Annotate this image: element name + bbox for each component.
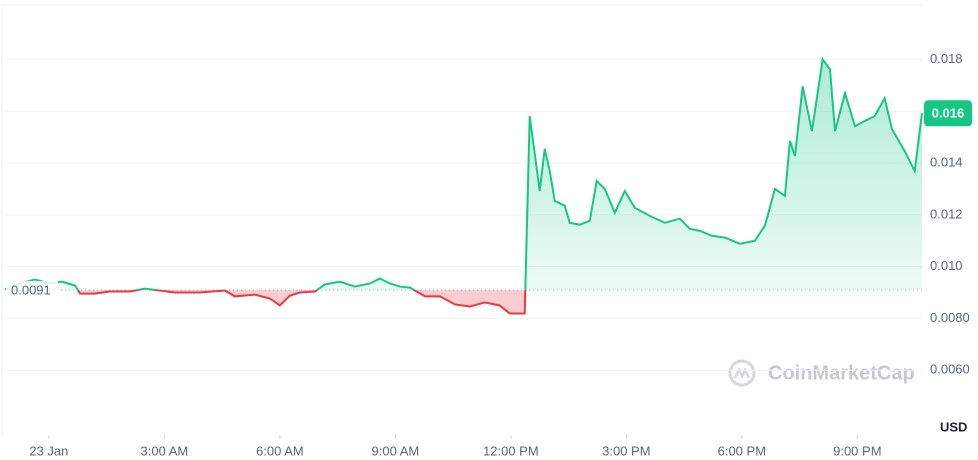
x-tick-label: 9:00 AM — [372, 443, 420, 458]
x-tick-label: 12:00 PM — [483, 443, 539, 458]
current-price-badge — [924, 100, 972, 127]
area-up — [5, 59, 922, 290]
y-tick-label: 0.0060 — [930, 362, 970, 377]
y-tick-label: 0.012 — [930, 206, 963, 221]
y-tick-label: 0.010 — [930, 258, 963, 273]
watermark: CoinMarketCap — [768, 362, 915, 384]
y-axis-unit: USD — [940, 419, 967, 434]
x-tick-label: 3:00 PM — [602, 443, 650, 458]
x-tick-label: 6:00 PM — [718, 443, 766, 458]
watermark-logo — [728, 359, 756, 387]
baseline-label: 0.0091 — [11, 282, 51, 297]
y-tick-label: 0.014 — [930, 154, 963, 169]
price-line-down — [5, 289, 527, 315]
x-tick-label: 9:00 PM — [833, 443, 881, 458]
price-line-up — [4, 56, 923, 290]
x-tick-label: 3:00 AM — [141, 443, 189, 458]
x-tick-label: 6:00 AM — [256, 443, 304, 458]
y-tick-label: 0.018 — [930, 51, 963, 66]
y-tick-label: 0.0080 — [930, 310, 970, 325]
x-tick-label: 23 Jan — [29, 443, 68, 458]
baseline-label-bg — [6, 280, 58, 299]
current-price-label: 0.016 — [932, 106, 965, 121]
